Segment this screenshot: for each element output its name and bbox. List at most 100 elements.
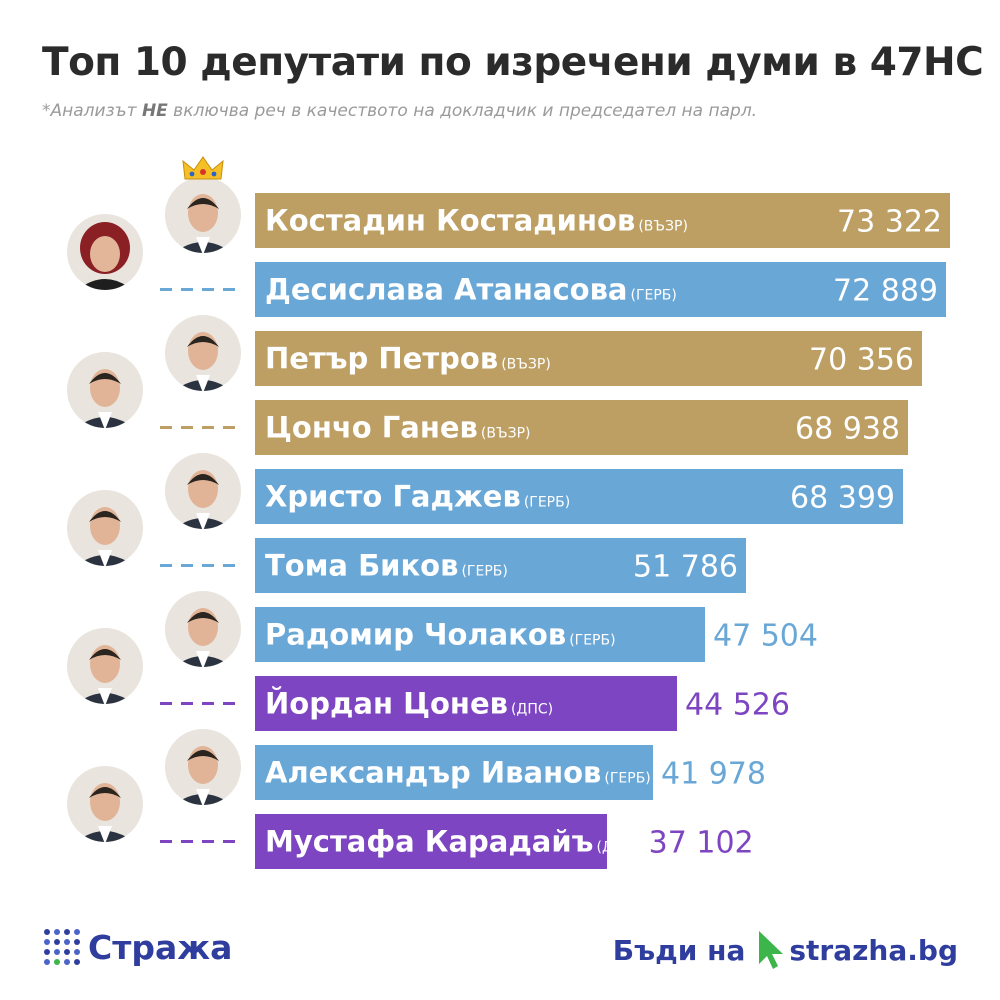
- bar-row: Александър Иванов (ГЕРБ) 41 978: [165, 729, 766, 805]
- portrait-figure: [169, 194, 237, 253]
- bar: [255, 676, 677, 731]
- bar-value: 51 786: [633, 550, 738, 585]
- shirt-shape: [196, 651, 210, 667]
- hair-shape: [89, 649, 121, 660]
- portrait-figure: [169, 608, 237, 667]
- crown-gem: [211, 171, 217, 177]
- logo-dot: [64, 929, 70, 935]
- bar-row: Мустафа Карадайъ (ДПС) 37 102: [67, 766, 754, 869]
- face-shape: [90, 236, 120, 272]
- bar-name: Тома Биков: [265, 549, 458, 583]
- logo-dot: [54, 959, 60, 965]
- dots-grid-icon: [44, 929, 80, 965]
- bar: [255, 193, 950, 248]
- logo-dot: [64, 959, 70, 965]
- cta-text: Бъди на: [612, 933, 746, 967]
- portrait-icon: [67, 766, 143, 842]
- bar-row: Десислава Атанасова (ГЕРБ) 72 889: [67, 214, 946, 317]
- bar-name: Петър Петров: [265, 342, 498, 376]
- bar-row: Цончо Ганев (ВЪЗР) 68 938: [67, 352, 908, 455]
- subtitle-prefix: *Анализът: [42, 101, 142, 121]
- portrait-icon: [165, 453, 241, 529]
- bar-value: 72 889: [833, 274, 938, 309]
- site-name: strazha: [789, 933, 908, 967]
- logo-dot: [44, 929, 50, 935]
- bar-label: Мустафа Карадайъ (ДПС): [265, 825, 639, 859]
- portrait-icon: [67, 352, 143, 428]
- logo-dot: [54, 929, 60, 935]
- bar-name: Мустафа Карадайъ: [265, 825, 593, 859]
- bar: [255, 400, 908, 455]
- hair-shape: [187, 336, 219, 347]
- bar-label: Тома Биков (ГЕРБ): [265, 549, 508, 583]
- portrait-figure: [71, 783, 139, 842]
- bar-party: (ВЪЗР): [501, 357, 551, 373]
- subtitle-emphasis: НЕ: [141, 101, 168, 121]
- bar-value: 68 399: [790, 481, 895, 516]
- portrait-icon: [165, 315, 241, 391]
- bar-label: Десислава Атанасова (ГЕРБ): [265, 273, 677, 307]
- bar-party: (ГЕРБ): [604, 771, 650, 787]
- bar-name: Костадин Костадинов: [265, 204, 635, 238]
- portrait-icon: [67, 214, 143, 290]
- subtitle-suffix: включва реч в качеството на докладчик и …: [167, 101, 758, 121]
- bar-party: (ГЕРБ): [569, 633, 615, 649]
- logo-dot: [74, 949, 80, 955]
- logo-dot: [74, 929, 80, 935]
- bar-name: Христо Гаджев: [265, 480, 521, 514]
- shirt-shape: [98, 688, 112, 704]
- logo-dot: [54, 939, 60, 945]
- logo-text: Стража: [88, 927, 233, 967]
- bar-row: Радомир Чолаков (ГЕРБ) 47 504: [165, 591, 818, 667]
- crown-shape: [182, 156, 224, 180]
- hair-shape: [187, 474, 219, 485]
- bar-name: Александър Иванов: [265, 756, 601, 790]
- bar-label: Александър Иванов (ГЕРБ): [265, 756, 651, 790]
- portrait-icon: [67, 490, 143, 566]
- bar-party: (ДПС): [596, 840, 638, 856]
- hair-shape: [187, 612, 219, 623]
- chart-subtitle: *Анализът НЕ включва реч в качеството на…: [42, 101, 757, 121]
- bar-label: Христо Гаджев (ГЕРБ): [265, 480, 570, 514]
- bar-label: Цончо Ганев (ВЪЗР): [265, 411, 531, 445]
- bar-row: Костадин Костадинов (ВЪЗР) 73 322: [165, 177, 950, 253]
- site-tld: .bg: [907, 933, 958, 967]
- bar-value: 68 938: [795, 412, 900, 447]
- bar: [255, 469, 903, 524]
- bar-value: 47 504: [713, 619, 818, 654]
- bar-party: (ГЕРБ): [524, 495, 570, 511]
- bar-chart: Костадин Костадинов (ВЪЗР) 73 322Десислава…: [67, 156, 950, 869]
- bar-party: (ГЕРБ): [461, 564, 507, 580]
- website-callout: Бъди на strazha.bg: [613, 928, 958, 972]
- logo-dot: [44, 939, 50, 945]
- bar-name: Йордан Цонев: [265, 687, 508, 721]
- bar-value: 73 322: [837, 205, 942, 240]
- bar-value: 70 356: [809, 343, 914, 378]
- bar-name: Цончо Ганев: [265, 411, 478, 445]
- logo-dot: [74, 959, 80, 965]
- hair-shape: [187, 750, 219, 761]
- portrait-figure: [169, 332, 237, 391]
- hair-shape: [89, 373, 121, 384]
- cursor-arrow-icon: [759, 931, 784, 969]
- logo-dot: [44, 949, 50, 955]
- logo-dot: [64, 939, 70, 945]
- bar: [255, 814, 607, 869]
- portrait-figure: [71, 369, 139, 428]
- portrait-figure: [169, 470, 237, 529]
- chart-title: Топ 10 депутати по изречени думи в 47НС: [42, 40, 984, 85]
- bar: [255, 745, 653, 800]
- bar-party: (ВЪЗР): [638, 219, 688, 235]
- bar-label: Костадин Костадинов (ВЪЗР): [265, 204, 688, 238]
- portrait-figure: [169, 746, 237, 805]
- hair-shape: [89, 511, 121, 522]
- crown-icon: [182, 156, 224, 180]
- logo-dot: [64, 949, 70, 955]
- bar-value: 44 526: [685, 688, 790, 723]
- bar-party: (ГЕРБ): [631, 288, 677, 304]
- shirt-shape: [196, 237, 210, 253]
- shirt-shape: [196, 789, 210, 805]
- bar-row: Йордан Цонев (ДПС) 44 526: [67, 628, 790, 731]
- shirt-shape: [196, 513, 210, 529]
- bar: [255, 538, 746, 593]
